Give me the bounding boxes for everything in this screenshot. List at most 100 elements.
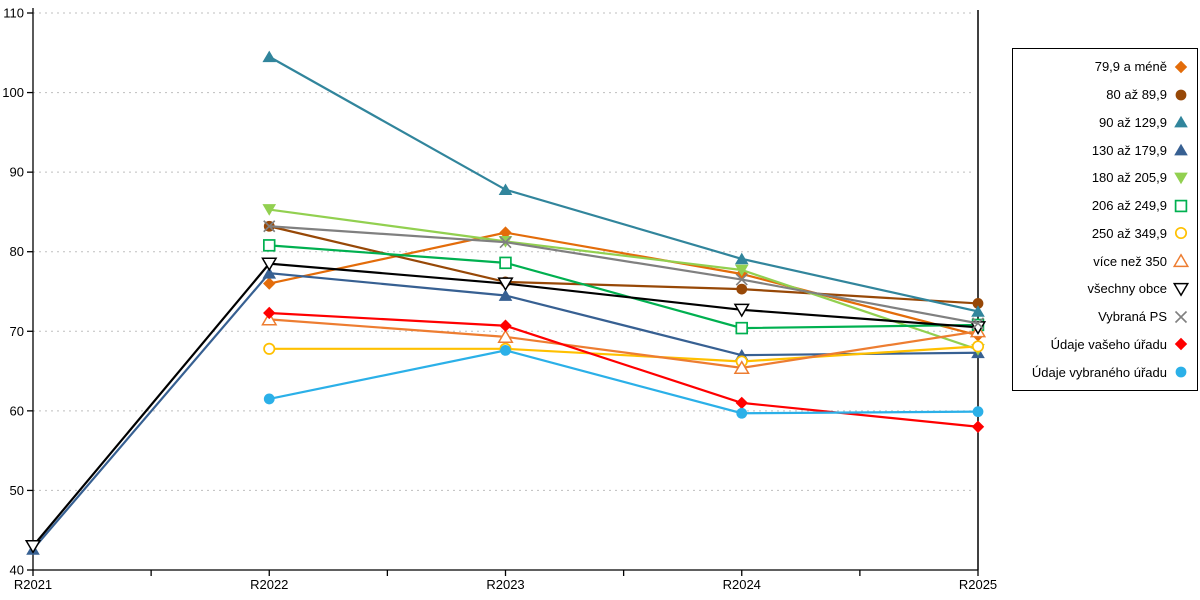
series-line xyxy=(269,349,979,415)
chart-series xyxy=(262,204,985,356)
series-marker xyxy=(972,406,984,418)
legend: 79,9 a méně 80 až 89,9 90 až 129,9 130 až 1… xyxy=(1012,48,1198,391)
series-line xyxy=(269,318,979,369)
series-line xyxy=(269,208,979,351)
legend-label: 80 až 89,9 xyxy=(1106,87,1167,103)
series-marker xyxy=(498,289,513,301)
series-marker xyxy=(735,273,748,286)
legend-marker-icon xyxy=(1173,253,1189,268)
legend-label: 250 až 349,9 xyxy=(1091,225,1167,241)
series-marker xyxy=(499,319,512,332)
x-tick-label: R2023 xyxy=(486,577,524,592)
series-marker xyxy=(499,226,512,239)
y-tick-label: 110 xyxy=(3,6,24,21)
series-marker xyxy=(498,183,513,196)
y-tick-label: 40 xyxy=(10,563,24,578)
series-marker xyxy=(263,239,276,252)
series-line xyxy=(269,225,979,325)
legend-label: všechny obce xyxy=(1087,281,1168,297)
series-marker xyxy=(1174,199,1188,212)
series-marker xyxy=(1174,310,1188,323)
series-marker xyxy=(1174,338,1188,351)
series-marker xyxy=(1174,143,1188,156)
series-marker xyxy=(733,360,750,375)
series-line xyxy=(268,225,979,305)
series-marker xyxy=(261,257,278,272)
x-tick-label: R2021 xyxy=(14,577,52,592)
legend-item[interactable]: 250 až 349,9 xyxy=(1017,225,1189,241)
x-tick-label: R2022 xyxy=(250,577,288,592)
series-line xyxy=(268,55,979,313)
chart-series xyxy=(262,50,985,317)
series-line xyxy=(269,231,979,337)
series-marker xyxy=(263,306,276,320)
series-marker xyxy=(500,344,511,356)
chart-series xyxy=(26,266,985,555)
series-marker xyxy=(736,283,748,295)
series-marker xyxy=(497,277,514,292)
series-marker xyxy=(1174,60,1188,74)
legend-marker-icon xyxy=(1175,366,1187,378)
y-tick-label: 70 xyxy=(10,324,24,339)
legend-label: 130 až 179,9 xyxy=(1091,142,1167,158)
legend-item[interactable]: Údaje vybraného úřadu xyxy=(1017,364,1189,380)
legend-item[interactable]: 90 až 129,9 xyxy=(1017,114,1189,130)
series-line xyxy=(269,345,979,363)
chart-series xyxy=(263,306,985,433)
series-marker xyxy=(735,396,748,410)
series-marker xyxy=(971,340,985,353)
series-marker xyxy=(263,393,275,405)
chart-series xyxy=(24,257,987,554)
x-tick-label: R2025 xyxy=(959,577,997,592)
legend-label: Vybraná PS xyxy=(1098,309,1167,325)
legend-item[interactable]: 80 až 89,9 xyxy=(1017,87,1189,103)
series-marker xyxy=(734,264,749,277)
legend-marker-icon xyxy=(1174,227,1188,240)
series-marker xyxy=(1174,116,1188,128)
y-tick-label: 50 xyxy=(10,483,24,498)
series-line xyxy=(32,272,979,551)
series-marker xyxy=(736,407,748,419)
legend-item[interactable]: Vybraná PS xyxy=(1017,309,1189,325)
series-marker xyxy=(1173,253,1189,268)
legend-item[interactable]: 79,9 a méně xyxy=(1017,59,1189,75)
legend-label: 180 až 205,9 xyxy=(1091,170,1167,186)
legend-item[interactable]: všechny obce xyxy=(1017,281,1189,297)
legend-item[interactable]: 130 až 179,9 xyxy=(1017,142,1189,158)
series-marker xyxy=(1175,366,1187,378)
legend-label: 90 až 129,9 xyxy=(1099,114,1167,130)
legend-marker-icon xyxy=(1173,282,1189,297)
series-marker xyxy=(971,305,985,317)
series-line xyxy=(32,262,979,547)
series-marker xyxy=(499,236,512,249)
y-tick-label: 60 xyxy=(10,403,24,418)
series-marker xyxy=(972,298,984,309)
series-marker xyxy=(733,303,750,318)
series-marker xyxy=(263,342,276,355)
legend-marker-icon xyxy=(1174,116,1188,128)
legend-marker-icon xyxy=(1174,310,1188,323)
legend-marker-icon xyxy=(1174,199,1188,212)
legend-item[interactable]: 206 až 249,9 xyxy=(1017,198,1189,214)
legend-label: Údaje vašeho úřadu xyxy=(1050,336,1167,352)
series-marker xyxy=(262,266,277,279)
legend-item[interactable]: 180 až 205,9 xyxy=(1017,170,1189,186)
series-marker xyxy=(1174,227,1188,240)
chart-series xyxy=(263,344,984,419)
series-marker xyxy=(497,329,514,344)
series-marker xyxy=(499,256,512,270)
y-tick-label: 80 xyxy=(10,244,24,259)
chart-series xyxy=(263,340,985,368)
legend-marker-icon xyxy=(1174,60,1188,74)
x-tick-label: R2024 xyxy=(723,577,761,592)
y-tick-label: 90 xyxy=(10,165,24,180)
legend-marker-icon xyxy=(1174,172,1188,185)
series-marker xyxy=(263,220,276,233)
series-marker xyxy=(263,277,276,290)
legend-item[interactable]: více než 350 xyxy=(1017,253,1189,269)
legend-label: 206 až 249,9 xyxy=(1091,198,1167,214)
legend-item[interactable]: Údaje vašeho úřadu xyxy=(1017,336,1189,352)
series-marker xyxy=(971,420,985,433)
